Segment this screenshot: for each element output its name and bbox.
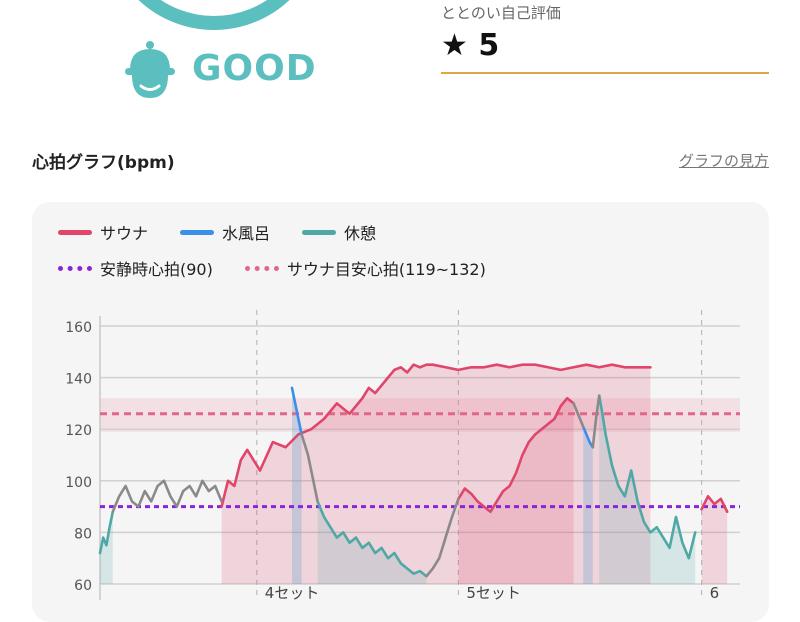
series-line-rest-3 xyxy=(597,394,697,560)
y-tick-label: 120 xyxy=(65,423,92,439)
heart-rate-section-title: 心拍グラフ(bpm) xyxy=(32,153,175,173)
legend-swatch-water-bath xyxy=(180,229,215,235)
area-sauna-1 xyxy=(221,364,651,584)
set-marker-label: 5セット xyxy=(466,584,521,600)
self-rating-value: ★ 5 xyxy=(441,28,500,63)
sauna-hat-face-icon xyxy=(125,41,175,98)
set-marker-label: 6 xyxy=(710,584,720,600)
legend-item-sauna: サウナ xyxy=(58,220,148,244)
y-tick-label: 80 xyxy=(74,526,92,542)
legend-item-rest: 休憩 xyxy=(302,220,376,244)
series-line-water_bath-1 xyxy=(290,386,303,436)
area-rest-2 xyxy=(317,501,427,584)
series-line-other-2 xyxy=(300,433,319,503)
legend-label-resting-hr: 安静時心拍(90) xyxy=(100,260,213,279)
y-tick-label: 100 xyxy=(65,475,92,491)
rating-underline xyxy=(441,72,769,74)
series-line-water_bath-2 xyxy=(581,425,595,449)
legend-item-sauna-target: サウナ目安心拍(119~132) xyxy=(244,256,486,280)
area-sauna-2 xyxy=(458,398,574,584)
area-rest-3 xyxy=(599,395,696,584)
series-line-sauna-2 xyxy=(457,396,575,514)
series-line-sauna-1 xyxy=(220,363,652,508)
legend-item-resting-hr: 安静時心拍(90) xyxy=(58,256,213,280)
series-line-other-4 xyxy=(572,402,585,428)
series-line-other-1 xyxy=(111,479,223,514)
area-sauna-3 xyxy=(701,496,728,584)
legend-label-sauna-target: サウナ目安心拍(119~132) xyxy=(286,260,486,279)
legend-swatch-resting-hr xyxy=(58,265,92,271)
legend-swatch-sauna xyxy=(58,229,92,235)
legend-row-phases: サウナ 水風呂 休憩 xyxy=(58,220,408,244)
legend-item-water-bath: 水風呂 xyxy=(180,220,270,244)
self-rating-label: ととのい自己評価 xyxy=(441,4,561,22)
legend-label-water-bath: 水風呂 xyxy=(222,224,271,243)
series-line-rest-1 xyxy=(98,510,115,555)
y-tick-label: 160 xyxy=(65,320,92,336)
y-tick-label: 60 xyxy=(74,578,92,594)
legend-swatch-sauna-target xyxy=(244,265,279,271)
legend-row-lines: 安静時心拍(90) サウナ目安心拍(119~132) xyxy=(58,256,518,280)
graph-help-link[interactable]: グラフの見方 xyxy=(678,152,769,170)
y-tick-label: 140 xyxy=(65,372,92,388)
series-line-other-5 xyxy=(591,394,601,449)
series-line-other-3 xyxy=(425,497,460,578)
heart-rate-chart-card: サウナ 水風呂 休憩 安静時心拍(90) サウナ目安心拍(119~132) xyxy=(32,202,769,622)
legend-swatch-rest xyxy=(302,229,337,235)
status-label: GOOD xyxy=(192,48,317,89)
set-marker-label: 4セット xyxy=(265,584,320,600)
series-line-sauna-3 xyxy=(700,494,729,514)
series-line-rest-2 xyxy=(316,500,428,578)
heart-rate-chart: 60 80 100 120 140 160 4セット 5セット 6 xyxy=(65,310,740,600)
legend-label-rest: 休憩 xyxy=(344,224,377,243)
legend-label-sauna: サウナ xyxy=(100,224,149,243)
